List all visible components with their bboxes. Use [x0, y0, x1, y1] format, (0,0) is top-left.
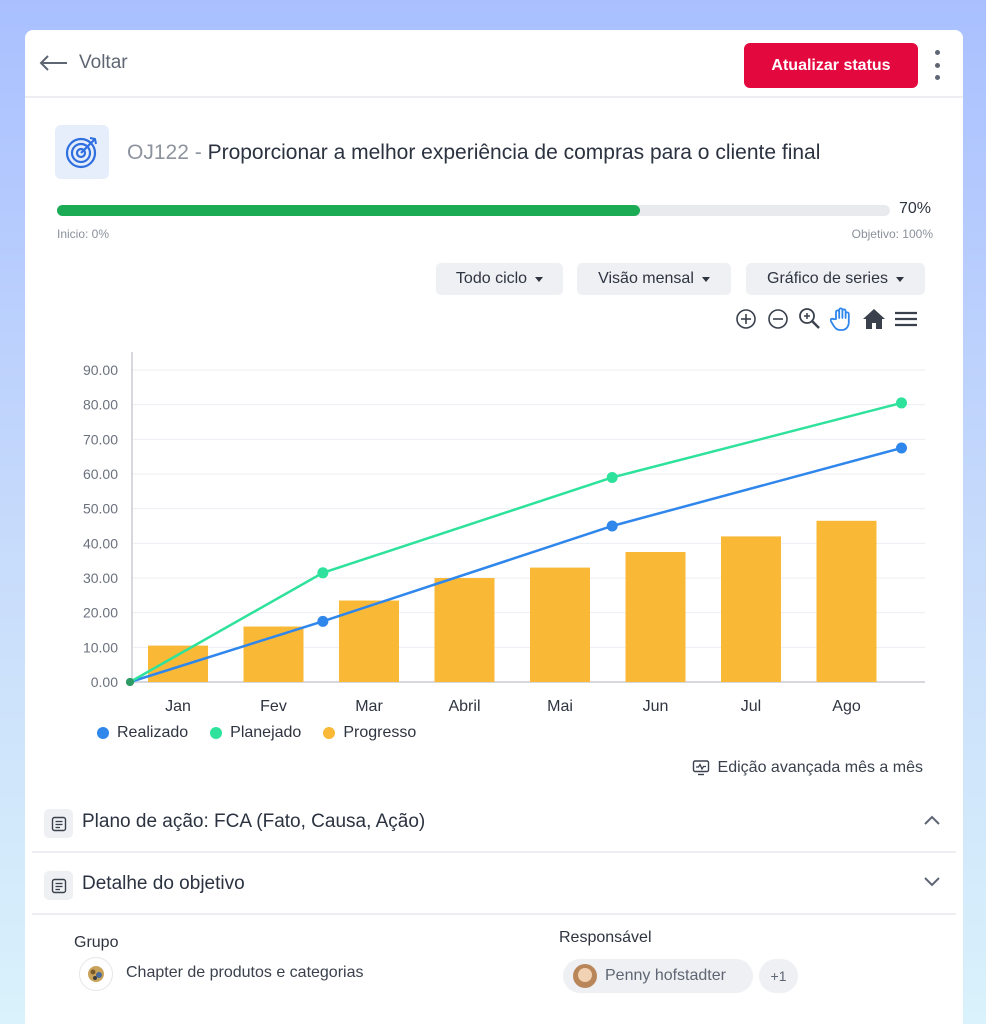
x-tick-label: Jan: [165, 698, 191, 715]
y-tick-label: 50.00: [83, 501, 118, 517]
y-tick-label: 40.00: [83, 535, 118, 551]
legend-item-planejado[interactable]: Planejado: [210, 724, 301, 742]
objective-name: Proporcionar a melhor experiência de com…: [207, 141, 821, 164]
point-realizado: [317, 615, 329, 627]
point-planejado: [896, 397, 907, 409]
progress-fill: [57, 205, 641, 216]
y-tick-label: 20.00: [83, 605, 118, 621]
caret-down-icon: [701, 276, 710, 282]
x-tick-label: Mai: [547, 698, 573, 715]
pan-hand-icon[interactable]: [829, 306, 855, 332]
point-planejado: [606, 471, 618, 483]
advanced-edit-link[interactable]: Edição avançada mês a mês: [692, 759, 923, 777]
objective-title: OJ122 - Proporcionar a melhor experiênci…: [127, 141, 821, 164]
series-chart: 90.00 80.00 70.00 60.00 50.00 40.00 30.00 20.00…: [83, 352, 925, 715]
bar-progresso: [148, 645, 208, 682]
bar-progresso: [721, 536, 781, 682]
view-dropdown[interactable]: Visão mensal: [577, 263, 731, 295]
group-label: Grupo: [74, 934, 119, 951]
back-label: Voltar: [79, 52, 128, 73]
zoom-out-icon[interactable]: [765, 306, 791, 332]
owner-chip[interactable]: Penny hofstadter: [563, 959, 753, 993]
monitor-icon: [692, 760, 709, 776]
action-plan-section[interactable]: Plano de ação: FCA (Fato, Causa, Ação): [32, 793, 956, 853]
bar-progresso: [243, 626, 304, 682]
update-status-button[interactable]: Atualizar status: [744, 43, 918, 88]
caret-down-icon: [895, 276, 904, 282]
series-line-realizado: [129, 446, 902, 684]
target-label: Objetivo: 100%: [851, 227, 933, 241]
more-options-icon[interactable]: [931, 50, 943, 80]
x-tick-label: Mar: [355, 698, 383, 715]
caret-down-icon: [535, 276, 544, 282]
x-tick-label: Jun: [643, 698, 669, 715]
point-planejado: [126, 678, 134, 686]
legend-dot: [97, 727, 109, 739]
objective-detail-section[interactable]: Detalhe do objetivo: [32, 855, 956, 915]
bar-progresso: [816, 520, 877, 682]
y-tick-label: 70.00: [83, 431, 118, 447]
y-tick-label: 10.00: [83, 639, 118, 655]
owner-label: Responsável: [559, 929, 652, 946]
y-tick-label: 80.00: [83, 397, 118, 413]
cycle-dropdown[interactable]: Todo ciclo: [436, 263, 563, 295]
menu-icon[interactable]: [893, 306, 919, 332]
progress-percent: 70%: [899, 200, 932, 217]
list-icon: [44, 871, 73, 900]
top-bar: Voltar Atualizar status: [25, 30, 963, 98]
home-icon[interactable]: [861, 306, 887, 332]
legend-item-progresso[interactable]: Progresso: [323, 724, 416, 742]
y-tick-label: 90.00: [83, 362, 118, 378]
y-tick-label: 30.00: [83, 570, 118, 586]
objective-code: OJ122: [127, 141, 189, 164]
y-tick-label: 0.00: [91, 674, 118, 690]
objective-detail-title: Detalhe do objetivo: [82, 873, 245, 894]
bar-progresso: [339, 600, 399, 682]
chart-type-dropdown[interactable]: Gráfico de series: [746, 263, 925, 295]
legend-dot: [323, 727, 336, 739]
series-line-planejado: [129, 401, 902, 684]
more-owners-badge[interactable]: +1: [759, 959, 798, 993]
arrow-left-icon: [39, 55, 67, 71]
legend-dot: [210, 727, 223, 739]
target-icon: [55, 125, 109, 179]
bar-progresso: [434, 578, 495, 682]
chart-toolbar: [733, 306, 919, 332]
start-label: Inicio: 0%: [57, 227, 110, 241]
x-tick-label: Abril: [448, 698, 480, 715]
magnifier-zoom-icon[interactable]: [797, 306, 823, 332]
chevron-down-icon[interactable]: [924, 877, 940, 887]
point-realizado: [606, 520, 618, 532]
legend-item-realizado[interactable]: Realizado: [97, 724, 188, 742]
objective-card: Voltar Atualizar status OJ122 - Proporci…: [25, 30, 963, 1024]
progress-bar: [57, 205, 890, 216]
list-icon: [44, 809, 73, 838]
avatar: [573, 964, 597, 988]
y-tick-label: 60.00: [83, 466, 118, 482]
bar-progresso: [625, 552, 686, 682]
group-value: Chapter de produtos e categorias: [126, 964, 364, 981]
x-tick-label: Ago: [832, 698, 861, 715]
back-link[interactable]: Voltar: [39, 52, 128, 74]
x-tick-label: Fev: [260, 698, 287, 715]
chevron-up-icon[interactable]: [924, 815, 940, 825]
bar-progresso: [530, 567, 590, 682]
owner-name: Penny hofstadter: [605, 967, 726, 984]
action-plan-title: Plano de ação: FCA (Fato, Causa, Ação): [82, 811, 426, 832]
chart-legend: Realizado Planejado Progresso: [97, 724, 416, 742]
point-realizado: [896, 442, 907, 454]
point-planejado: [317, 567, 329, 579]
group-avatar: [79, 957, 113, 991]
zoom-in-icon[interactable]: [733, 306, 759, 332]
x-tick-label: Jul: [741, 698, 761, 715]
